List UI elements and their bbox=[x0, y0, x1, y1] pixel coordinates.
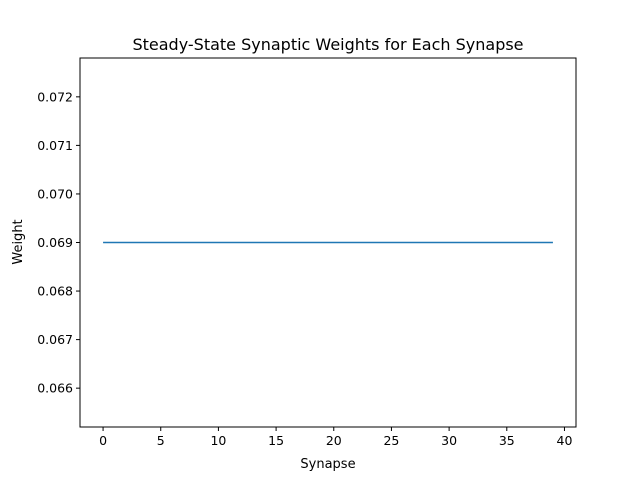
x-axis: 0 5 10 15 20 25 30 35 40 bbox=[99, 427, 572, 448]
y-tick-label: 0.069 bbox=[37, 235, 73, 250]
x-tick-label: 0 bbox=[99, 433, 107, 448]
x-tick-label: 10 bbox=[210, 433, 226, 448]
x-tick-label: 40 bbox=[557, 433, 573, 448]
x-tick-label: 20 bbox=[326, 433, 342, 448]
y-tick-label: 0.067 bbox=[37, 332, 73, 347]
x-tick-label: 25 bbox=[383, 433, 399, 448]
chart-title: Steady-State Synaptic Weights for Each S… bbox=[132, 35, 523, 54]
x-tick-label: 5 bbox=[157, 433, 165, 448]
y-axis: 0.066 0.067 0.068 0.069 0.070 0.071 0.072 bbox=[37, 89, 80, 396]
y-tick-label: 0.066 bbox=[37, 381, 73, 396]
y-axis-label: Weight bbox=[11, 219, 26, 264]
plot-frame bbox=[79, 57, 577, 428]
x-tick-label: 30 bbox=[441, 433, 457, 448]
y-tick-label: 0.072 bbox=[37, 89, 73, 104]
x-tick-label: 35 bbox=[499, 433, 515, 448]
y-tick-label: 0.070 bbox=[37, 186, 73, 201]
x-axis-label: Synapse bbox=[300, 457, 355, 472]
x-tick-label: 15 bbox=[268, 433, 284, 448]
y-tick-label: 0.068 bbox=[37, 284, 73, 299]
y-tick-label: 0.071 bbox=[37, 138, 73, 153]
